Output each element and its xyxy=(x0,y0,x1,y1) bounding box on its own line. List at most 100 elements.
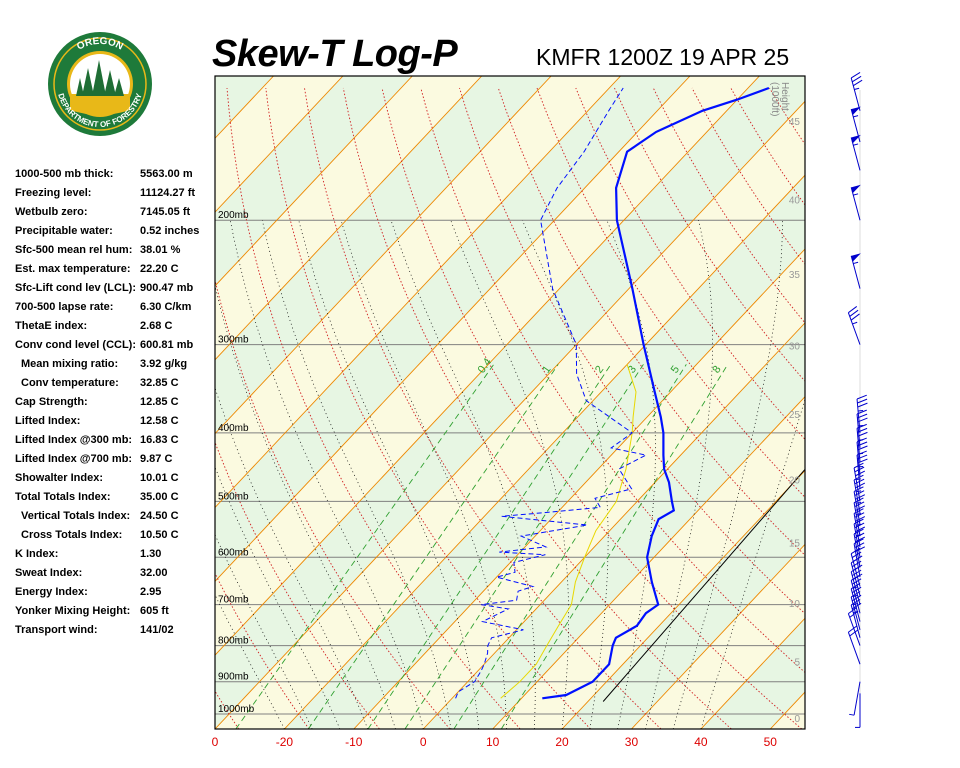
x-axis-tick-label: 40 xyxy=(694,735,708,749)
index-value: 22.20 C xyxy=(140,263,179,275)
index-value: 900.47 mb xyxy=(140,282,194,294)
index-row: Precipitable water: 0.52 inches xyxy=(15,225,215,244)
index-value: 5563.00 m xyxy=(140,168,193,180)
index-label: Yonker Mixing Height: xyxy=(15,605,131,617)
mixing-ratio-line xyxy=(500,364,729,729)
isotherms xyxy=(215,76,805,729)
isotherm-line xyxy=(700,617,805,729)
wind-barb xyxy=(847,606,861,646)
page-title: Skew-T Log-P xyxy=(212,33,458,75)
wind-barb-shaft xyxy=(853,543,861,578)
x-axis-tick-label: -20 xyxy=(276,735,294,749)
index-value: 0.52 inches xyxy=(140,225,200,237)
index-label: 1000-500 mb thick: xyxy=(15,168,114,180)
index-value: 12.58 C xyxy=(140,415,179,427)
index-label: Showalter Index: xyxy=(15,472,104,484)
isotherm-line xyxy=(215,76,344,213)
wind-barb xyxy=(850,106,861,143)
wind-barb-feather xyxy=(848,625,858,633)
wind-barb-shaft xyxy=(850,571,861,605)
wind-barb-shaft xyxy=(853,513,861,547)
wind-barb-feather xyxy=(848,306,858,314)
index-row: Lifted Index @700 mb: 9.87 C xyxy=(15,453,215,472)
station-time-label: KMFR 1200Z 19 APR 25 xyxy=(536,44,790,70)
height-axis-units: (1000ft) xyxy=(769,82,780,116)
wind-barb-flag xyxy=(851,184,861,194)
dry-adiabat-line xyxy=(342,87,732,729)
isotherm-band xyxy=(0,76,204,729)
dry-adiabat-line xyxy=(381,87,803,729)
mixing-ratio-label: 5 xyxy=(669,364,682,376)
isotherm-line xyxy=(215,76,760,656)
moist-adiabat-line xyxy=(672,220,783,729)
index-row: K Index: 1.30 xyxy=(15,548,215,567)
wind-barb xyxy=(850,72,863,111)
dry-adiabat-line xyxy=(925,88,960,729)
index-label: Lifted Index @300 mb: xyxy=(15,434,133,446)
index-value: 605 ft xyxy=(140,605,169,617)
index-row: 700-500 lapse rate: 6.30 C/km xyxy=(15,301,215,320)
index-value: 6.30 C/km xyxy=(140,301,192,313)
index-row: 1000-500 mb thick: 5563.00 m xyxy=(15,168,215,187)
index-value: 3.92 g/kg xyxy=(140,358,188,370)
mixing-ratio-label: 3 xyxy=(626,364,639,376)
index-label: Cross Totals Index: xyxy=(21,529,123,541)
wind-barb-shaft xyxy=(850,596,861,630)
wind-barb-feather xyxy=(849,309,859,317)
wind-barb-half-feather xyxy=(853,193,859,196)
wind-barb-half-feather xyxy=(849,713,855,716)
mixing-ratio-lines xyxy=(235,364,729,729)
mixing-ratio-label: 8 xyxy=(710,364,723,376)
index-label: Mean mixing ratio: xyxy=(21,358,119,370)
height-axis-label: 45 xyxy=(789,117,801,128)
pressure-level-label: 300mb xyxy=(218,335,249,346)
wind-barb-shaft xyxy=(847,632,861,665)
isotherm-line xyxy=(561,469,805,729)
index-label: Conv cond level (CCL): xyxy=(15,339,137,351)
height-axis-label: 25 xyxy=(789,410,801,421)
wind-barb xyxy=(856,450,868,489)
stability-indices-list: 1000-500 mb thick: 5563.00 m Freezing leve… xyxy=(15,168,215,643)
wetbulb-profile-line xyxy=(500,364,637,699)
wind-barb-flag xyxy=(851,253,861,262)
x-axis-tick-label: 50 xyxy=(764,735,778,749)
index-label: Cap Strength: xyxy=(15,396,88,408)
wind-barb-feather xyxy=(857,454,868,460)
index-row: Energy Index: 2.95 xyxy=(15,586,215,605)
oregon-forestry-logo: OREGON DEPARTMENT OF FORESTRY xyxy=(48,32,152,136)
wind-barb-feather xyxy=(857,402,868,408)
index-row: Transport wind: 141/02 xyxy=(15,624,215,643)
height-axis-label: 5 xyxy=(794,658,800,669)
index-label: 700-500 lapse rate: xyxy=(15,301,114,313)
index-value: 7145.05 ft xyxy=(140,206,191,218)
index-value: 600.81 mb xyxy=(140,339,194,351)
isotherm-line xyxy=(215,76,691,582)
index-row: Lifted Index: 12.58 C xyxy=(15,415,215,434)
height-axis-label: 40 xyxy=(789,196,801,207)
x-axis-tick-label: 20 xyxy=(555,735,569,749)
dry-adiabat-line xyxy=(614,87,805,382)
wind-barb-feather xyxy=(856,394,867,400)
wind-barb-shaft xyxy=(850,109,861,143)
wind-barb-feather xyxy=(853,79,863,87)
wind-barb-feather xyxy=(853,564,863,572)
height-axis-label: 50 xyxy=(789,35,801,46)
wind-barb xyxy=(847,625,861,665)
dry-adiabat-line xyxy=(420,87,805,674)
index-row: Sweat Index: 32.00 xyxy=(15,567,215,586)
index-label: K Index: xyxy=(15,548,59,560)
mixing-ratio-line xyxy=(404,364,644,729)
index-row: Est. max temperature: 22.20 C xyxy=(15,263,215,282)
x-axis-tick-label: -10 xyxy=(345,735,363,749)
index-value: 2.95 xyxy=(140,586,162,598)
isotherm-band xyxy=(215,76,805,729)
index-row: Vertical Totals Index: 24.50 C xyxy=(15,510,215,529)
index-label: Lifted Index @700 mb: xyxy=(15,453,133,465)
wind-barb-shaft xyxy=(856,398,861,433)
index-value: 9.87 C xyxy=(140,453,173,465)
x-axis-tick-label: 0 xyxy=(420,735,427,749)
x-axis-tick-label: 10 xyxy=(486,735,500,749)
index-row: Sfc-Lift cond lev (LCL): 900.47 mb xyxy=(15,282,215,301)
index-row: Conv cond level (CCL): 600.81 mb xyxy=(15,339,215,358)
height-axis-label: 20 xyxy=(789,476,801,487)
